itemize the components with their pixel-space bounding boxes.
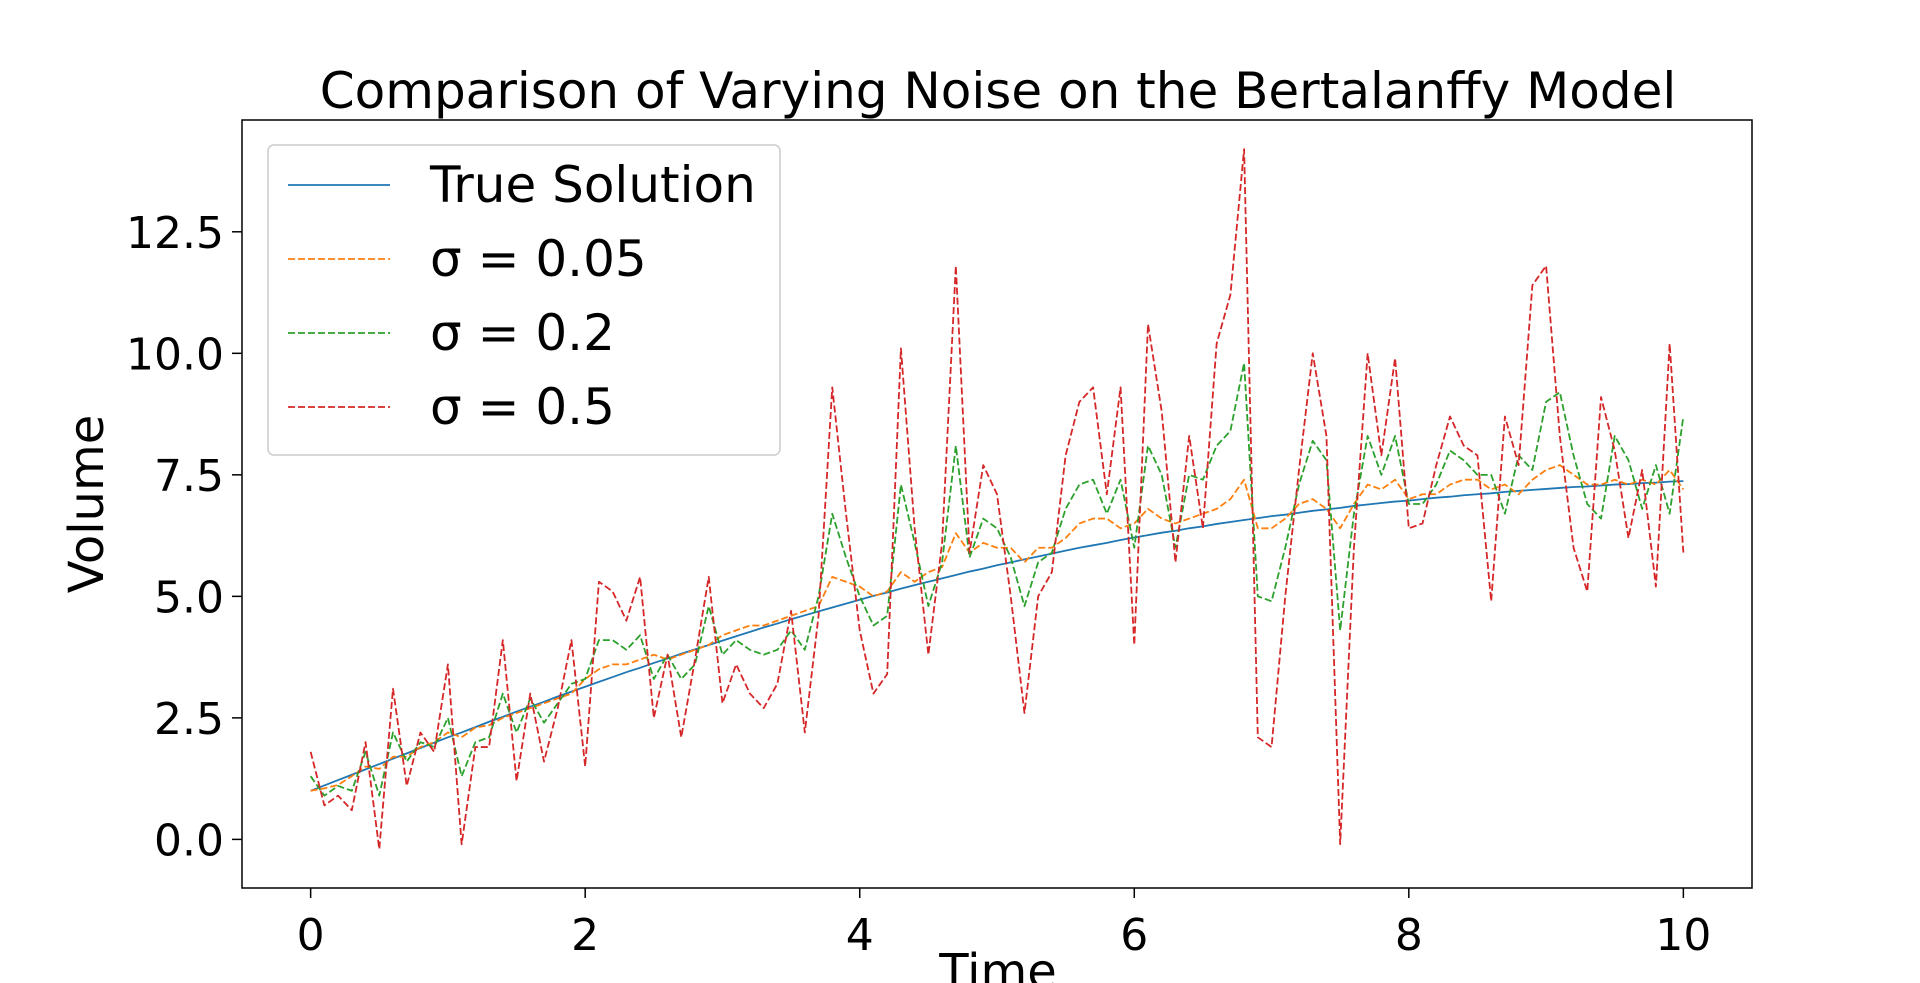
x-tick-label: 4	[846, 910, 874, 961]
x-tick-label: 6	[1120, 910, 1148, 961]
legend-label-0: True Solution	[429, 156, 756, 214]
legend-label-2: σ = 0.2	[430, 304, 615, 362]
y-axis-title: Volume	[59, 415, 115, 594]
y-tick-label: 0.0	[154, 815, 224, 866]
plot-frame	[241, 119, 1753, 889]
y-axis: 0.0 2.5 5.0 7.5 10.0 12.5	[126, 208, 242, 866]
y-tick-label: 7.5	[154, 451, 224, 502]
series-layer	[309, 148, 1685, 851]
legend-label-1: σ = 0.05	[430, 230, 647, 288]
legend-label-3: σ = 0.5	[430, 378, 615, 436]
chart-title: Comparison of Varying Noise on the Berta…	[320, 62, 1677, 120]
series-line-3	[309, 148, 1685, 851]
series-line-1	[310, 464, 1685, 792]
series-line-0	[310, 480, 1684, 792]
x-tick-label: 8	[1395, 910, 1423, 961]
x-axis-title: Time	[938, 944, 1056, 983]
x-tick-label: 10	[1655, 910, 1711, 961]
x-axis: 0 2 4 6 8 10	[297, 888, 1711, 961]
y-tick-label: 5.0	[154, 572, 224, 623]
series-line-2	[309, 362, 1685, 797]
y-tick-label: 12.5	[126, 208, 224, 259]
y-tick-label: 2.5	[154, 694, 224, 745]
x-tick-label: 0	[297, 910, 325, 961]
legend-frame	[267, 144, 781, 456]
y-tick-label: 10.0	[126, 329, 224, 380]
x-tick-label: 2	[571, 910, 599, 961]
legend: True Solution σ = 0.05 σ = 0.2 σ = 0.5	[267, 144, 781, 456]
